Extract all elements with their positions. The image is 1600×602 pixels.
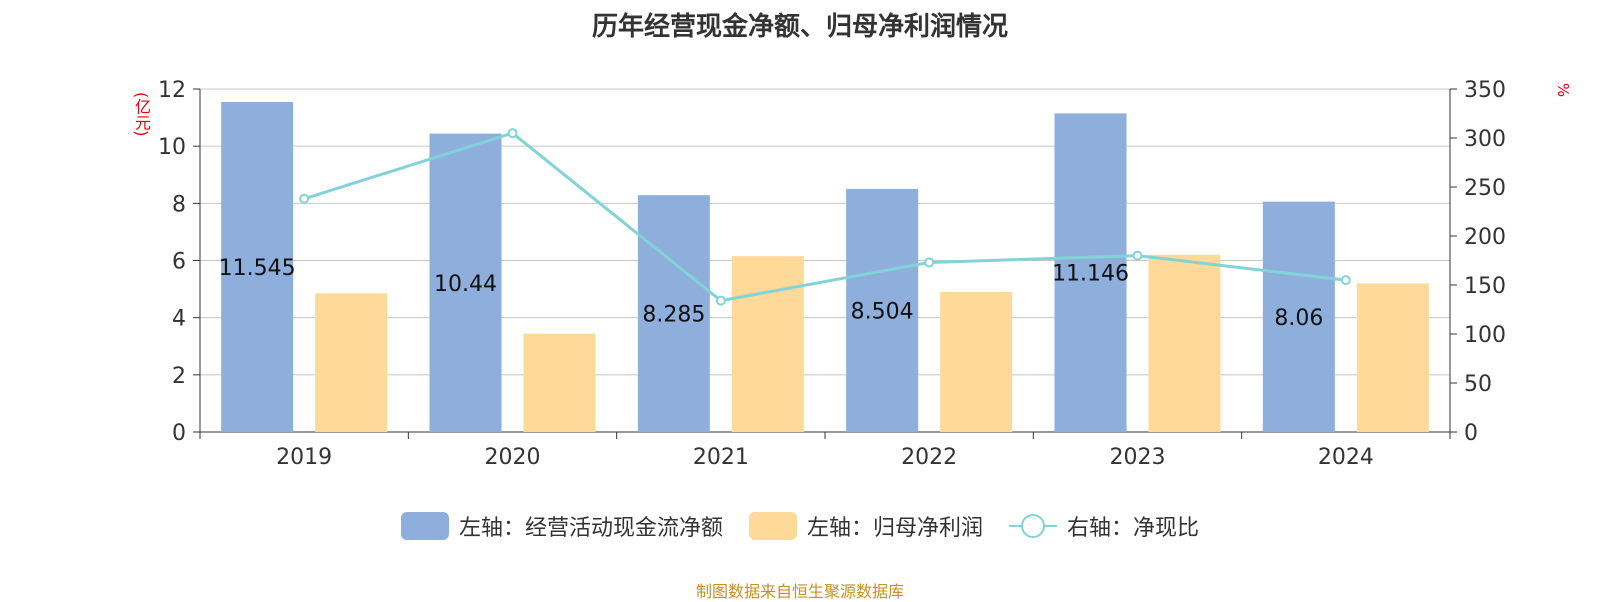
x-axis-tick-label: 2024 xyxy=(1318,445,1374,470)
left-axis-tick-label: 6 xyxy=(172,250,186,275)
legend-swatch-bar-yellow xyxy=(748,512,797,540)
right-axis-tick-label: 200 xyxy=(1464,225,1506,250)
chart-title: 历年经营现金净额、归母净利润情况 xyxy=(591,12,1008,42)
left-axis-tick-label: 12 xyxy=(158,78,186,103)
legend: 左轴：经营活动现金流净额 左轴：归母净利润 右轴：净现比 xyxy=(0,510,1600,542)
line-point-cash-ratio xyxy=(507,128,518,139)
x-axis-tick-label: 2023 xyxy=(1110,445,1166,470)
bar-net-profit xyxy=(523,333,596,432)
legend-item-cash-ratio[interactable]: 右轴：净现比 xyxy=(1009,510,1199,542)
bar-operating-cashflow xyxy=(846,188,919,432)
bar-net-profit xyxy=(1356,283,1429,432)
data-label-operating-cashflow: 8.504 xyxy=(851,299,914,324)
line-point-cash-ratio xyxy=(924,257,935,268)
x-axis-tick-label: 2020 xyxy=(485,445,541,470)
data-label-operating-cashflow: 11.545 xyxy=(219,256,296,281)
x-axis-tick-label: 2019 xyxy=(276,445,332,470)
right-axis-tick-label: 350 xyxy=(1464,78,1506,103)
data-label-operating-cashflow: 10.44 xyxy=(434,272,497,297)
right-axis-tick-label: 250 xyxy=(1464,176,1506,201)
left-axis-tick-label: 10 xyxy=(158,135,186,160)
left-axis-tick-label: 2 xyxy=(172,364,186,389)
x-axis-tick-label: 2022 xyxy=(901,445,957,470)
x-axis-tick-label: 2021 xyxy=(693,445,749,470)
bar-net-profit xyxy=(940,291,1013,432)
right-axis-tick-label: 150 xyxy=(1464,274,1506,299)
data-source-note: 制图数据来自恒生聚源数据库 xyxy=(695,582,904,601)
bar-operating-cashflow xyxy=(221,102,294,432)
legend-label: 左轴：归母净利润 xyxy=(806,516,983,541)
bar-operating-cashflow xyxy=(429,133,502,432)
left-axis-tick-label: 0 xyxy=(172,421,186,446)
left-axis-tick-label: 4 xyxy=(172,307,186,332)
legend-item-operating-cashflow[interactable]: 左轴：经营活动现金流净额 xyxy=(400,510,723,542)
data-label-operating-cashflow: 8.285 xyxy=(642,303,705,328)
line-cash-ratio xyxy=(303,131,1347,303)
bar-operating-cashflow xyxy=(1054,113,1127,433)
legend-item-net-profit[interactable]: 左轴：归母净利润 xyxy=(748,510,983,542)
data-label-operating-cashflow: 8.06 xyxy=(1274,306,1323,331)
bar-operating-cashflow xyxy=(1262,201,1335,432)
bar-net-profit xyxy=(315,293,388,432)
right-axis-tick-label: 50 xyxy=(1464,372,1492,397)
line-point-cash-ratio xyxy=(1132,250,1143,261)
line-point-cash-ratio xyxy=(299,193,310,204)
bar-operating-cashflow xyxy=(637,195,710,432)
legend-swatch-line-marker-icon xyxy=(1009,512,1057,540)
right-axis-tick-label: 300 xyxy=(1464,127,1506,152)
bar-net-profit xyxy=(1148,254,1221,432)
left-axis-tick-label: 8 xyxy=(172,192,186,217)
data-label-operating-cashflow: 11.146 xyxy=(1052,262,1129,287)
right-axis-tick-label: 0 xyxy=(1464,421,1478,446)
chart-plot-area: 0 2 4 6 8 10 12 0 50 100 150 200 250 300 350 2019 2020 20… xyxy=(158,78,1506,470)
bar-net-profit xyxy=(731,256,804,432)
legend-swatch-bar-blue xyxy=(400,512,449,540)
legend-label: 左轴：经营活动现金流净额 xyxy=(458,516,723,541)
line-point-cash-ratio xyxy=(1340,275,1351,286)
right-axis-tick-label: 100 xyxy=(1464,323,1506,348)
line-point-cash-ratio xyxy=(715,295,726,306)
legend-label: 右轴：净现比 xyxy=(1067,516,1200,541)
left-axis-unit: (亿元) xyxy=(132,92,151,137)
